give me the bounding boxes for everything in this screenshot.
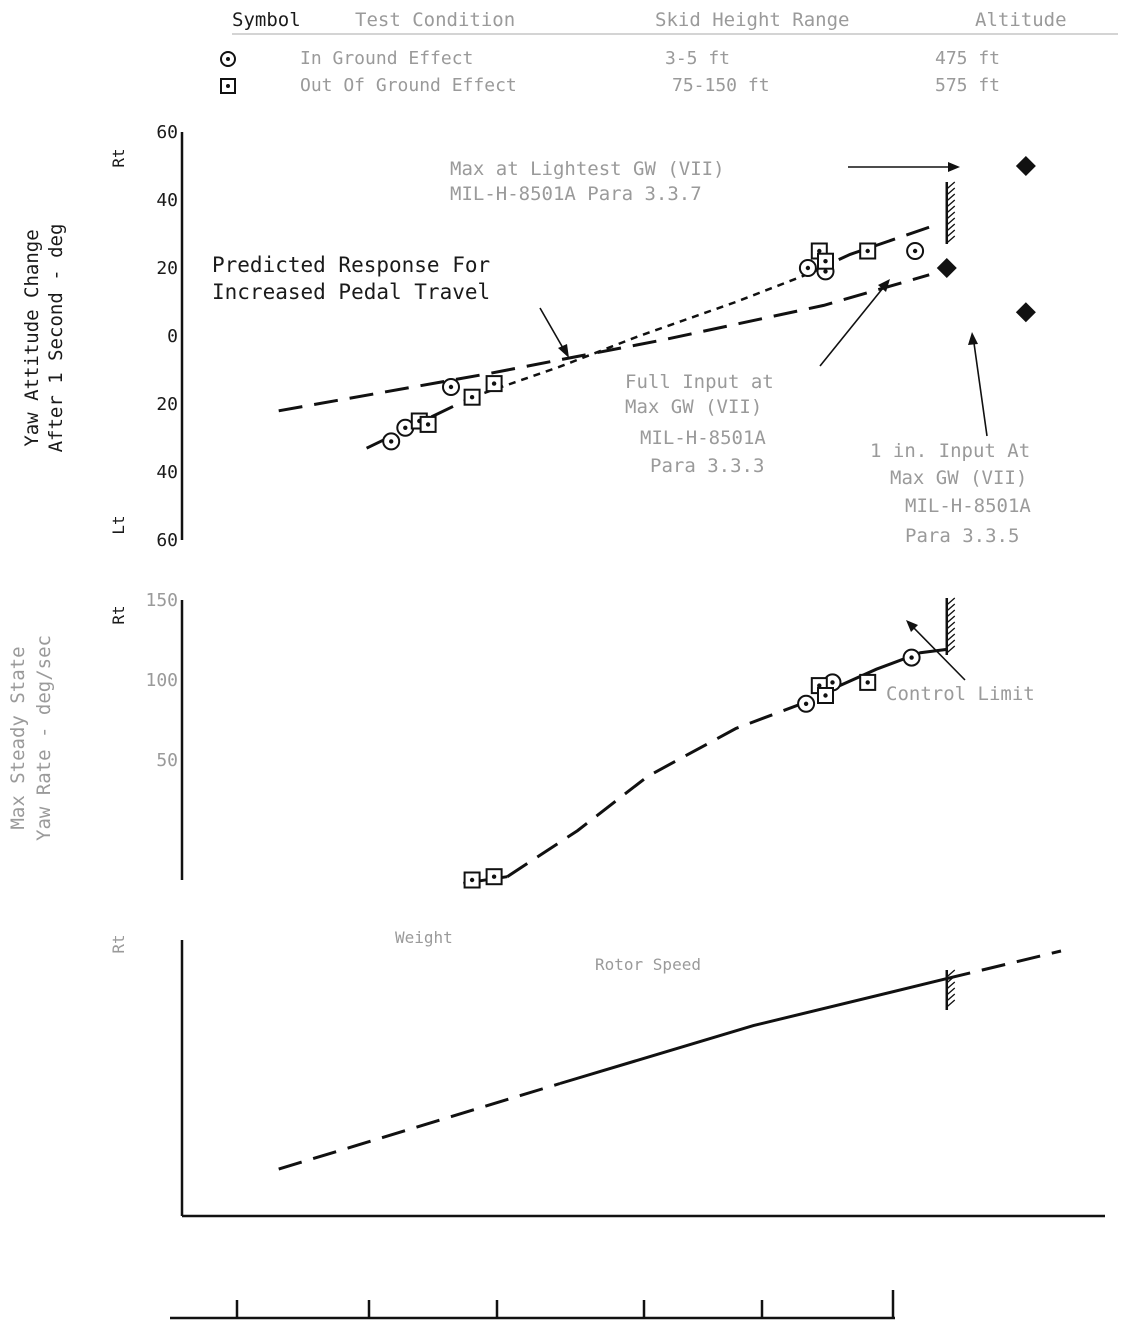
- top-annot-max-lightest-line2: MIL-H-8501A Para 3.3.7: [450, 183, 702, 205]
- bottom-direction-rt: Rt: [109, 934, 128, 953]
- mid-ylabel-line2: Yaw Rate - deg/sec: [33, 635, 55, 841]
- y-tick-label: 40: [156, 190, 178, 211]
- top-y-tick-labels: 60 40 20 0 20 40 60: [156, 122, 178, 551]
- top-annot-full-input-line1: Full Input at: [625, 371, 774, 393]
- legend-header-symbol: Symbol: [232, 9, 301, 31]
- top-annot-full-input-line2: Max GW (VII): [625, 396, 762, 418]
- legend-skid-igE: 3-5 ft: [665, 48, 730, 69]
- data-point-igE: [800, 260, 816, 276]
- legend-skid-oge: 75-150 ft: [672, 75, 770, 96]
- top-annot-predicted-line1: Predicted Response For: [212, 253, 490, 277]
- top-annot-full-input-line4: Para 3.3.3: [650, 455, 764, 477]
- legend-symbol-square-icon: [221, 79, 235, 93]
- top-annot-1in-arrowhead: [968, 332, 978, 345]
- requirement-diamond: [1016, 302, 1036, 322]
- data-point-igE: [383, 433, 399, 449]
- data-point-oge: [818, 688, 833, 703]
- data-point-oge: [860, 675, 875, 690]
- legend-altitude-oge: 575 ft: [935, 75, 1000, 96]
- data-point-oge: [465, 873, 480, 888]
- top-annot-full-input-line3: MIL-H-8501A: [640, 427, 766, 449]
- legend-header-altitude: Altitude: [975, 9, 1067, 31]
- data-point-igE: [443, 379, 459, 395]
- top-ylabel-line2: After 1 Second - deg: [45, 224, 67, 453]
- data-point-oge: [487, 376, 502, 391]
- panel-bottom: Rt Weight Rotor Speed: [109, 928, 1105, 1216]
- data-point-oge: [465, 390, 480, 405]
- y-tick-label: 0: [167, 326, 178, 347]
- curve-solid: [560, 979, 947, 1084]
- y-tick-label: 20: [156, 258, 178, 279]
- y-tick-label: 20: [156, 394, 178, 415]
- curve-dashed: [947, 951, 1061, 979]
- data-point-oge: [860, 244, 875, 259]
- legend-header-condition: Test Condition: [355, 9, 515, 31]
- legend-condition-igE: In Ground Effect: [300, 48, 473, 69]
- requirement-diamond: [937, 258, 957, 278]
- data-point-igE: [798, 696, 814, 712]
- requirement-diamond: [1016, 156, 1036, 176]
- top-annot-max-lightest-line1: Max at Lightest GW (VII): [450, 158, 725, 180]
- y-tick-label: 100: [145, 670, 178, 691]
- data-point-igE: [907, 243, 923, 259]
- top-annot-1in-line4: Para 3.3.5: [905, 525, 1019, 547]
- top-annot-1in-line3: MIL-H-8501A: [905, 495, 1031, 517]
- panel-top: Yaw Attitude Change After 1 Second - deg…: [21, 122, 1036, 551]
- top-annot-predicted-line2: Increased Pedal Travel: [212, 280, 490, 304]
- top-annot-1in-line2: Max GW (VII): [890, 467, 1027, 489]
- data-point-igE: [904, 650, 920, 666]
- y-tick-label: 50: [156, 750, 178, 771]
- mid-ylabel-line1: Max Steady State: [7, 646, 29, 829]
- top-annot-max-lightest-arrowhead: [948, 162, 960, 172]
- mid-control-limit: [947, 598, 955, 655]
- top-direction-lt: Lt: [109, 515, 128, 534]
- bottom-annot-rotor-speed: Rotor Speed: [595, 955, 701, 974]
- legend-altitude-igE: 475 ft: [935, 48, 1000, 69]
- reference-scale: [170, 1290, 895, 1318]
- legend-symbol-circle-icon: [221, 52, 235, 66]
- mid-data-points: [465, 650, 920, 888]
- curve-dashed: [507, 702, 806, 877]
- legend: Symbol Test Condition Skid Height Range …: [221, 9, 1118, 96]
- top-ylabel-line1: Yaw Attitude Change: [21, 229, 43, 446]
- top-annot-1in-line1: 1 in. Input At: [870, 440, 1030, 462]
- bottom-curves: [279, 951, 1061, 1169]
- y-tick-label: 60: [156, 530, 178, 551]
- top-annot-predicted-arrowhead: [558, 344, 569, 358]
- top-control-limit: [947, 182, 955, 244]
- legend-condition-oge: Out Of Ground Effect: [300, 75, 517, 96]
- y-tick-label: 150: [145, 590, 178, 611]
- bottom-annot-weight: Weight: [395, 928, 453, 947]
- y-tick-label: 60: [156, 122, 178, 143]
- data-point-oge: [421, 417, 436, 432]
- mid-y-tick-labels: 150 100 50: [145, 590, 178, 771]
- curve-dashed: [279, 1084, 560, 1170]
- panel-middle: Max Steady State Yaw Rate - deg/sec Rt 1…: [7, 590, 1035, 888]
- mid-direction-rt: Rt: [109, 605, 128, 624]
- mid-annot-control-limit: Control Limit: [886, 683, 1035, 705]
- data-point-oge: [487, 869, 502, 884]
- data-point-oge: [818, 254, 833, 269]
- top-direction-rt: Rt: [109, 148, 128, 167]
- y-tick-label: 40: [156, 462, 178, 483]
- top-annot-1in-arrow: [973, 336, 987, 436]
- legend-header-skid: Skid Height Range: [655, 9, 849, 31]
